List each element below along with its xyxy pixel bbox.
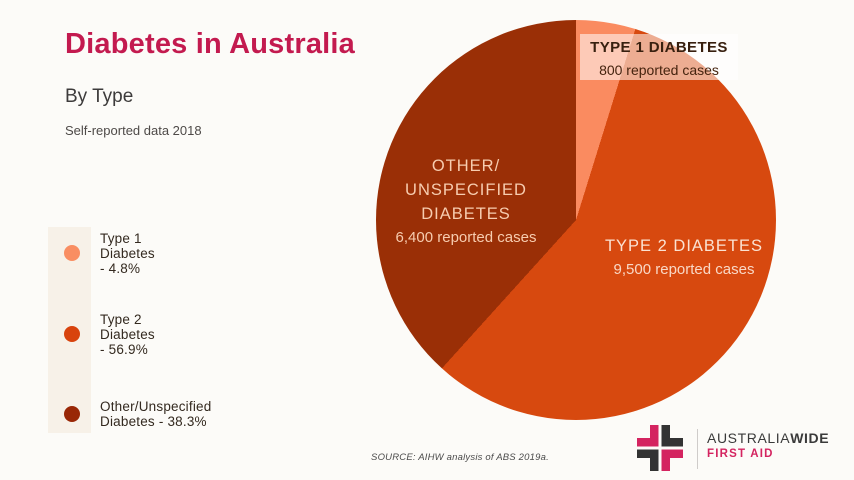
pie-label-other-line2: UNSPECIFIED [405,181,527,199]
legend-dot-type1-icon [64,245,80,261]
pie-label-type2: TYPE 2 DIABETES 9,500 reported cases [596,235,772,281]
pie-label-other-line3: DIABETES [421,205,511,223]
logo-brand-regular: AUSTRALIA [707,430,791,446]
pie-label-type1: TYPE 1 DIABETES 800 reported cases [580,34,738,80]
logo-tagline: FIRST AID [707,448,774,460]
page-title: Diabetes in Australia [65,28,355,60]
logo-divider [697,429,698,469]
logo-text: AUSTRALIAWIDE FIRST AID [707,430,829,460]
legend-dot-type2-icon [64,326,80,342]
logo-brand-name: AUSTRALIAWIDE [707,430,829,446]
legend-item-type1: Type 1 Diabetes - 4.8% [64,231,155,276]
legend-item-type2: Type 2 Diabetes - 56.9% [64,312,155,357]
source-note: SOURCE: AIHW analysis of ABS 2019a. [371,452,549,463]
brand-logo: AUSTRALIAWIDE FIRST AID [637,425,847,473]
pie-chart [376,20,776,420]
pie-label-other: OTHER/ UNSPECIFIED DIABETES 6,400 report… [386,154,546,250]
legend-label-other: Other/Unspecified Diabetes - 38.3% [100,399,212,429]
pie-label-type1-title: TYPE 1 DIABETES [590,39,728,56]
legend-label-type1: Type 1 Diabetes - 4.8% [100,230,155,276]
legend-dot-other-icon [64,406,80,422]
pie-label-type2-value: 9,500 reported cases [613,261,755,278]
logo-brand-bold: WIDE [790,430,830,446]
pie-label-type2-title: TYPE 2 DIABETES [604,237,764,255]
legend-label-type2: Type 2 Diabetes - 56.9% [100,311,155,357]
first-aid-cross-icon [637,425,683,471]
pie-label-other-value: 6,400 reported cases [395,229,537,246]
data-note: Self-reported data 2018 [65,123,202,138]
pie-label-type1-value: 800 reported cases [599,62,719,78]
page-subtitle: By Type [65,86,134,107]
legend-item-other: Other/Unspecified Diabetes - 38.3% [64,399,212,429]
pie-label-other-line1: OTHER/ [431,157,501,175]
